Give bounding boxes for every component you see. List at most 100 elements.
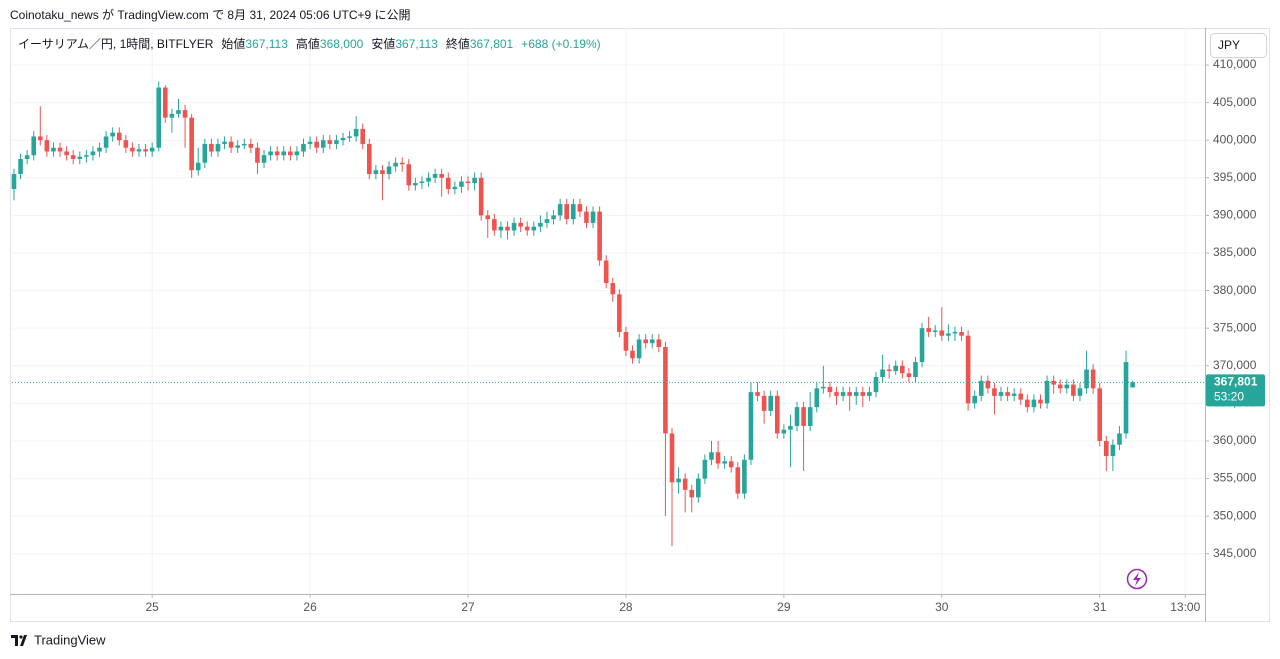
candle-body <box>360 128 366 144</box>
candle-body <box>367 143 372 175</box>
candle-body <box>406 164 412 186</box>
candle-body <box>965 335 971 404</box>
candle-body <box>900 365 905 374</box>
candle-body <box>715 452 721 464</box>
logo-dot <box>19 635 23 639</box>
candle-body <box>827 386 833 393</box>
last-price-box <box>1206 374 1265 407</box>
candle-body <box>722 461 727 464</box>
candle-body <box>90 151 96 156</box>
candle-body <box>37 136 43 141</box>
y-tick-label: 385,000 <box>1213 245 1257 259</box>
candle-body <box>959 331 964 336</box>
legend-item-label: 高値 <box>296 36 320 51</box>
legend-item-value: 367,113 <box>395 37 438 51</box>
candle-body <box>1097 388 1103 441</box>
candle-body <box>340 137 346 141</box>
candle-body <box>77 156 83 159</box>
candle-body <box>320 140 326 148</box>
candle-body <box>551 215 556 220</box>
candle-body <box>97 147 102 152</box>
candle-body <box>163 87 168 118</box>
candle-body <box>518 222 523 227</box>
candle-body <box>748 392 754 460</box>
y-tick-label: 380,000 <box>1213 283 1257 297</box>
last-price-label: 367,801 <box>1214 374 1258 388</box>
candle-body <box>603 260 609 284</box>
candle-body <box>761 395 767 411</box>
y-tick-label: 345,000 <box>1213 546 1257 560</box>
candle-body <box>432 174 438 178</box>
candle-body <box>386 166 392 175</box>
candle-body <box>18 158 23 175</box>
logo: TradingView <box>11 632 106 647</box>
y-tick-label: 360,000 <box>1213 433 1257 447</box>
candle-body <box>255 147 260 163</box>
candle-body <box>156 87 162 148</box>
candle-body <box>992 388 997 396</box>
candle-body <box>1110 444 1116 457</box>
x-tick-label: 28 <box>619 600 633 614</box>
candle-body <box>728 461 734 468</box>
candle-body <box>288 151 293 156</box>
candle-body <box>821 386 826 389</box>
alert-bolt[interactable] <box>1133 572 1141 586</box>
candle-body <box>294 151 300 156</box>
candle-body <box>492 219 497 231</box>
candle-body <box>195 162 201 171</box>
y-tick-label: 375,000 <box>1213 320 1257 334</box>
legend-item-value: 367,113 <box>245 37 288 51</box>
logo-mark <box>11 635 27 646</box>
candle-body <box>176 110 181 114</box>
candle-body <box>1077 388 1083 396</box>
candle-body <box>248 143 254 148</box>
candle-body <box>307 141 313 144</box>
candle-body <box>472 177 477 184</box>
candle-body <box>636 339 642 359</box>
y-tick-label: 350,000 <box>1213 508 1257 522</box>
y-tick-label: 405,000 <box>1213 95 1257 109</box>
candle-body <box>557 204 563 216</box>
candle-body <box>189 117 194 171</box>
currency-button[interactable]: JPY <box>1210 33 1267 58</box>
candle-body <box>393 162 398 167</box>
candle-body <box>222 141 227 144</box>
candle-body <box>465 181 471 184</box>
candle-body <box>932 330 938 332</box>
candle-body <box>538 222 543 227</box>
candle-body <box>380 170 385 175</box>
candle-body <box>702 459 708 479</box>
y-tick-label: 390,000 <box>1213 208 1257 222</box>
candle-body <box>123 140 129 148</box>
candle-body <box>853 392 859 396</box>
candle-body <box>505 226 510 231</box>
candle-body <box>347 136 352 138</box>
candle-body <box>689 489 695 498</box>
candle-body <box>241 143 247 146</box>
candle-body <box>64 151 69 156</box>
candle-body <box>801 407 806 426</box>
candle-body <box>51 147 56 152</box>
candle-body <box>860 392 866 396</box>
candle-body <box>116 132 122 141</box>
candle-body <box>445 177 451 190</box>
candle-body <box>978 380 984 396</box>
currency-button-frame[interactable] <box>1210 33 1267 58</box>
candle-body <box>1025 399 1030 408</box>
candle-body <box>873 377 879 393</box>
countdown-label: 53:20 <box>1214 389 1244 403</box>
x-tick-label: 13:00 <box>1170 600 1200 614</box>
currency-label[interactable]: JPY <box>1218 38 1240 52</box>
candle-body <box>531 226 537 231</box>
candle-body <box>840 392 846 396</box>
candle-body <box>682 478 688 490</box>
candle-body <box>597 211 602 261</box>
alert-icon[interactable] <box>1126 568 1148 590</box>
candle-body <box>1084 369 1089 389</box>
header: Coinotaku_news が TradingView.com で 8月 31… <box>10 7 411 22</box>
candle-body <box>11 174 17 190</box>
candle-body <box>1005 392 1010 396</box>
candle-body <box>261 155 267 163</box>
candle-body <box>268 151 273 156</box>
candle-body <box>893 365 899 372</box>
